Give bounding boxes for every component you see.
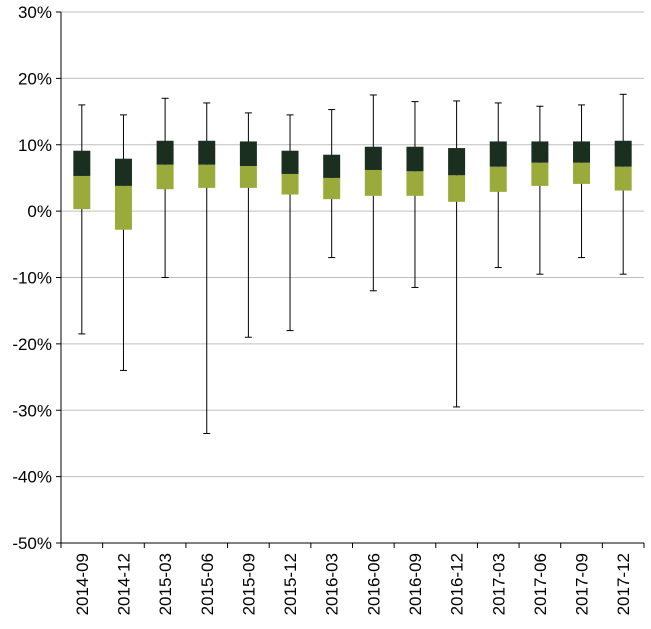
box-lower-q1-median: [531, 162, 549, 186]
box-2017-09: [573, 104, 591, 259]
y-tick-label: -40%: [12, 468, 52, 487]
box-lower-q1-median: [281, 173, 299, 195]
box-lower-q1-median: [114, 185, 132, 230]
x-tick-label: 2014-09: [73, 553, 92, 615]
box-lower-q1-median: [406, 171, 424, 196]
box-2016-03: [323, 109, 341, 259]
box-lower-q1-median: [73, 175, 91, 210]
box-upper-median-q3: [198, 140, 216, 165]
box-upper-median-q3: [489, 141, 507, 167]
y-tick-label: 30%: [18, 3, 52, 22]
box-upper-median-q3: [281, 150, 299, 174]
box-upper-median-q3: [323, 154, 341, 178]
gridlines: [61, 11, 644, 478]
box-lower-q1-median: [198, 164, 216, 188]
x-tick-label: 2015-12: [281, 553, 300, 615]
y-tick-label: -50%: [12, 534, 52, 553]
box-upper-median-q3: [73, 150, 91, 176]
box-2015-12: [281, 114, 299, 332]
box-2016-12: [448, 100, 466, 408]
box-lower-q1-median: [239, 165, 257, 188]
box-series: [73, 93, 632, 434]
x-tick-label: 2014-12: [114, 553, 133, 615]
box-upper-median-q3: [114, 158, 132, 186]
x-tick-label: 2017-03: [489, 553, 508, 615]
box-2015-09: [239, 112, 257, 338]
box-upper-median-q3: [406, 146, 424, 172]
box-2016-09: [406, 101, 424, 288]
x-tick-label: 2017-09: [573, 553, 592, 615]
x-tick-label: 2016-06: [364, 553, 383, 615]
y-tick-label: 0%: [27, 202, 52, 221]
x-axis-tick-labels: 2014-09 2014-12 2015-03 2015-06 2015-09 2015-…: [60, 543, 645, 615]
x-tick-label: 2017-06: [531, 553, 550, 615]
box-upper-median-q3: [573, 141, 591, 163]
y-axis-tick-labels: 30% 20% 10% 0% -10% -20% -30% -40% -50%: [12, 3, 61, 553]
box-2017-12: [614, 93, 632, 275]
x-tick-label: 2016-09: [406, 553, 425, 615]
x-tick-label: 2017-12: [614, 553, 633, 615]
box-2015-06: [198, 102, 216, 434]
box-lower-q1-median: [573, 162, 591, 184]
box-2014-09: [73, 104, 91, 335]
box-upper-median-q3: [239, 141, 257, 166]
y-tick-label: 20%: [18, 69, 52, 88]
box-2014-12: [114, 114, 132, 371]
y-tick-label: 10%: [18, 136, 52, 155]
box-lower-q1-median: [614, 166, 632, 191]
box-upper-median-q3: [156, 140, 174, 165]
y-tick-label: -30%: [12, 401, 52, 420]
box-lower-q1-median: [323, 177, 341, 200]
box-upper-median-q3: [364, 146, 382, 170]
x-tick-label: 2015-03: [156, 553, 175, 615]
box-upper-median-q3: [448, 148, 466, 176]
box-lower-q1-median: [156, 164, 174, 190]
box-upper-median-q3: [531, 141, 549, 163]
box-2016-06: [364, 94, 382, 292]
box-lower-q1-median: [489, 166, 507, 192]
box-2017-03: [489, 102, 507, 269]
y-tick-label: -10%: [12, 269, 52, 288]
x-tick-label: 2015-06: [198, 553, 217, 615]
box-2017-06: [531, 105, 549, 275]
box-2015-03: [156, 97, 174, 278]
box-lower-q1-median: [448, 175, 466, 202]
box-lower-q1-median: [364, 169, 382, 196]
x-tick-label: 2015-09: [239, 553, 258, 615]
x-tick-label: 2016-03: [323, 553, 342, 615]
x-tick-label: 2016-12: [448, 553, 467, 615]
y-tick-label: -20%: [12, 335, 52, 354]
box-upper-median-q3: [614, 140, 632, 167]
